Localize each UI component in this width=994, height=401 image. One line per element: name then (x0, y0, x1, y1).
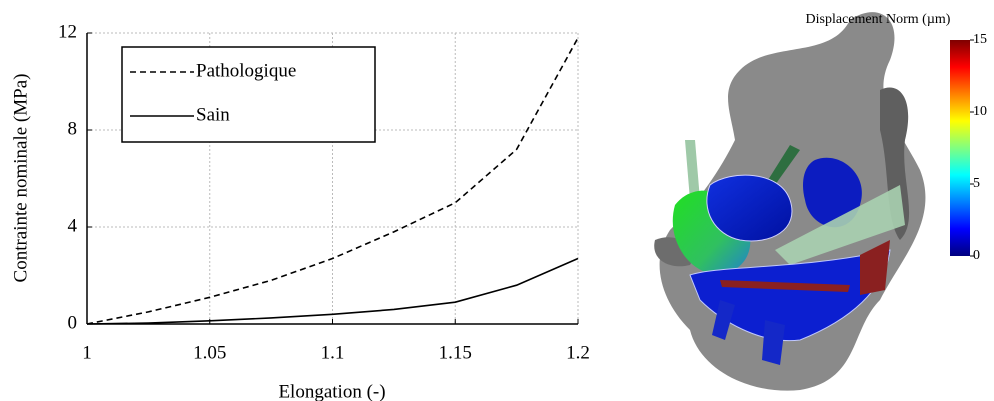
shape (768, 145, 800, 185)
shape (720, 280, 850, 292)
x-tick-label: 1.2 (566, 342, 590, 363)
x-tick-label: 1.15 (439, 342, 472, 363)
colorbar-tick-label: 15 (973, 32, 987, 47)
legend (121, 46, 376, 143)
x-tick-label: 1.1 (321, 342, 345, 363)
colorbar-tick-label: 10 (973, 104, 987, 119)
colorbar (950, 40, 970, 256)
colorbar-tick-label: 0 (973, 248, 980, 263)
shape (712, 300, 735, 340)
shape (706, 174, 793, 242)
colorbar-title: Displacement Norm (µm) (806, 12, 951, 27)
shape (762, 320, 785, 365)
shape (860, 240, 890, 295)
y-tick-label: 8 (68, 118, 78, 139)
shape (803, 157, 862, 228)
colorbar-tick-label: 5 (973, 176, 980, 191)
legend-label: Pathologique (196, 60, 296, 81)
series-line (86, 257, 579, 325)
x-axis-title: Elongation (-) (278, 381, 385, 401)
shape (775, 185, 905, 265)
x-tick-label: 1 (82, 342, 92, 363)
series-line (86, 37, 579, 325)
x-tick-label: 1.05 (193, 342, 226, 363)
rendering (654, 12, 926, 391)
shape (685, 140, 700, 200)
y-tick-label: 0 (68, 312, 78, 333)
y-tick-label: 12 (58, 21, 77, 42)
y-axis-title: Contrainte nominale (MPa) (10, 74, 31, 283)
y-tick-label: 4 (68, 215, 78, 236)
legend-label: Sain (196, 104, 230, 125)
